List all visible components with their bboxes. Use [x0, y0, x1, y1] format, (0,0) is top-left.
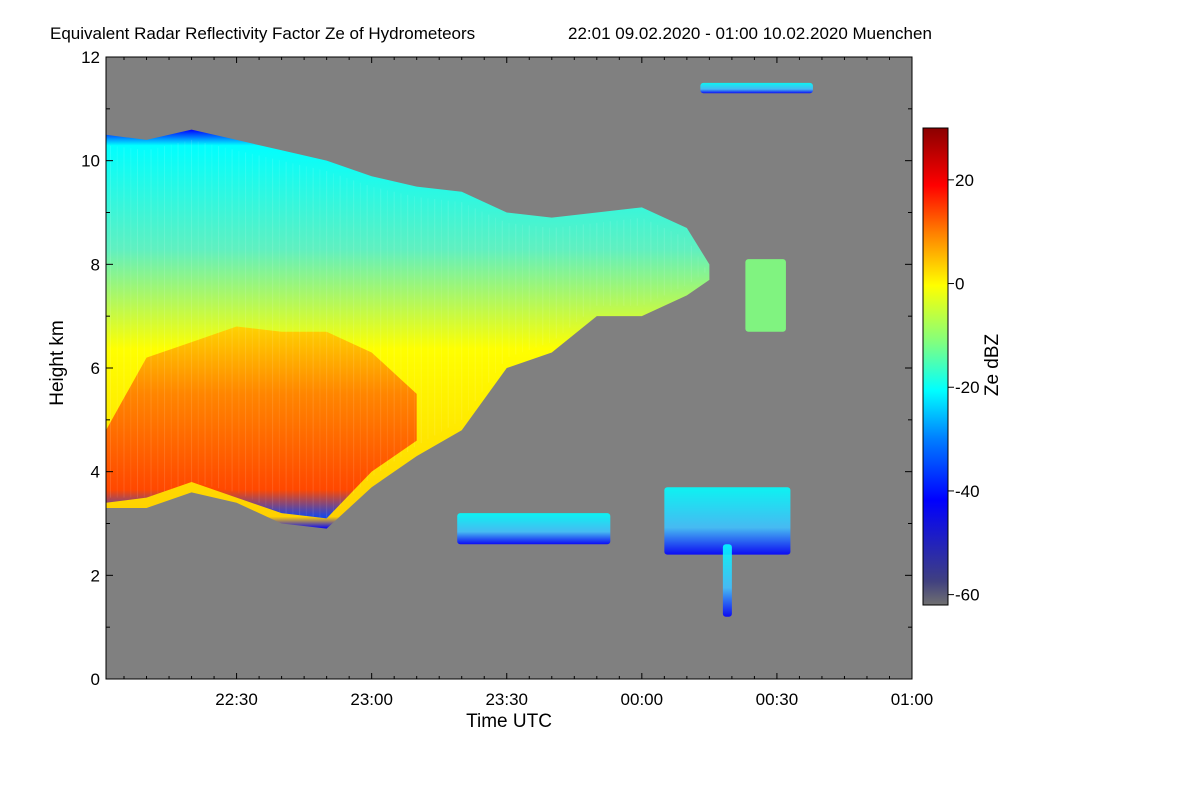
- isolated-cirrus-upper: [700, 82, 813, 94]
- isolated-cloud-0030: [745, 259, 786, 332]
- y-tick-label: 8: [91, 255, 100, 274]
- y-tick-label: 12: [81, 48, 100, 67]
- chart-title: Equivalent Radar Reflectivity Factor Ze …: [50, 24, 475, 43]
- y-tick-label: 0: [91, 670, 100, 689]
- convective-core: [106, 326, 417, 519]
- y-axis-label: Height km: [47, 320, 68, 406]
- low-fragments-2330: [457, 513, 611, 545]
- x-tick-label: 00:00: [621, 690, 664, 709]
- colorbar-tick-label: 20: [955, 171, 974, 190]
- x-tick-label: 22:30: [215, 690, 258, 709]
- x-tick-label: 23:00: [350, 690, 393, 709]
- chart-period: 22:01 09.02.2020 - 01:00 10.02.2020 Muen…: [568, 24, 932, 43]
- reflectivity-layer: [106, 82, 813, 617]
- precip-streak-0017: [722, 544, 732, 617]
- colorbar: [922, 127, 949, 606]
- colorbar-tick-label: 0: [955, 275, 964, 294]
- colorbar-label: Ze dBZ: [982, 333, 1003, 396]
- colorbar-tick-label: -20: [955, 378, 980, 397]
- x-axis-ticks: 22:30 23:00 23:30 00:00 00:30 01:00: [123, 57, 934, 709]
- x-axis-label: Time UTC: [466, 711, 552, 732]
- colorbar-tick-label: -60: [955, 586, 980, 605]
- y-tick-label: 2: [91, 566, 100, 585]
- y-tick-label: 4: [91, 463, 100, 482]
- x-tick-label: 01:00: [891, 690, 934, 709]
- colorbar-ticks: 20 0 -20 -40 -60: [948, 171, 980, 605]
- x-tick-label: 23:30: [485, 690, 528, 709]
- colorbar-tick-label: -40: [955, 482, 980, 501]
- low-cloud-0015: [664, 487, 791, 555]
- x-tick-label: 00:30: [756, 690, 799, 709]
- y-tick-label: 6: [91, 359, 100, 378]
- y-tick-label: 10: [81, 152, 100, 171]
- y-axis-ticks: 0 2 4 6 8 10 12: [81, 48, 912, 689]
